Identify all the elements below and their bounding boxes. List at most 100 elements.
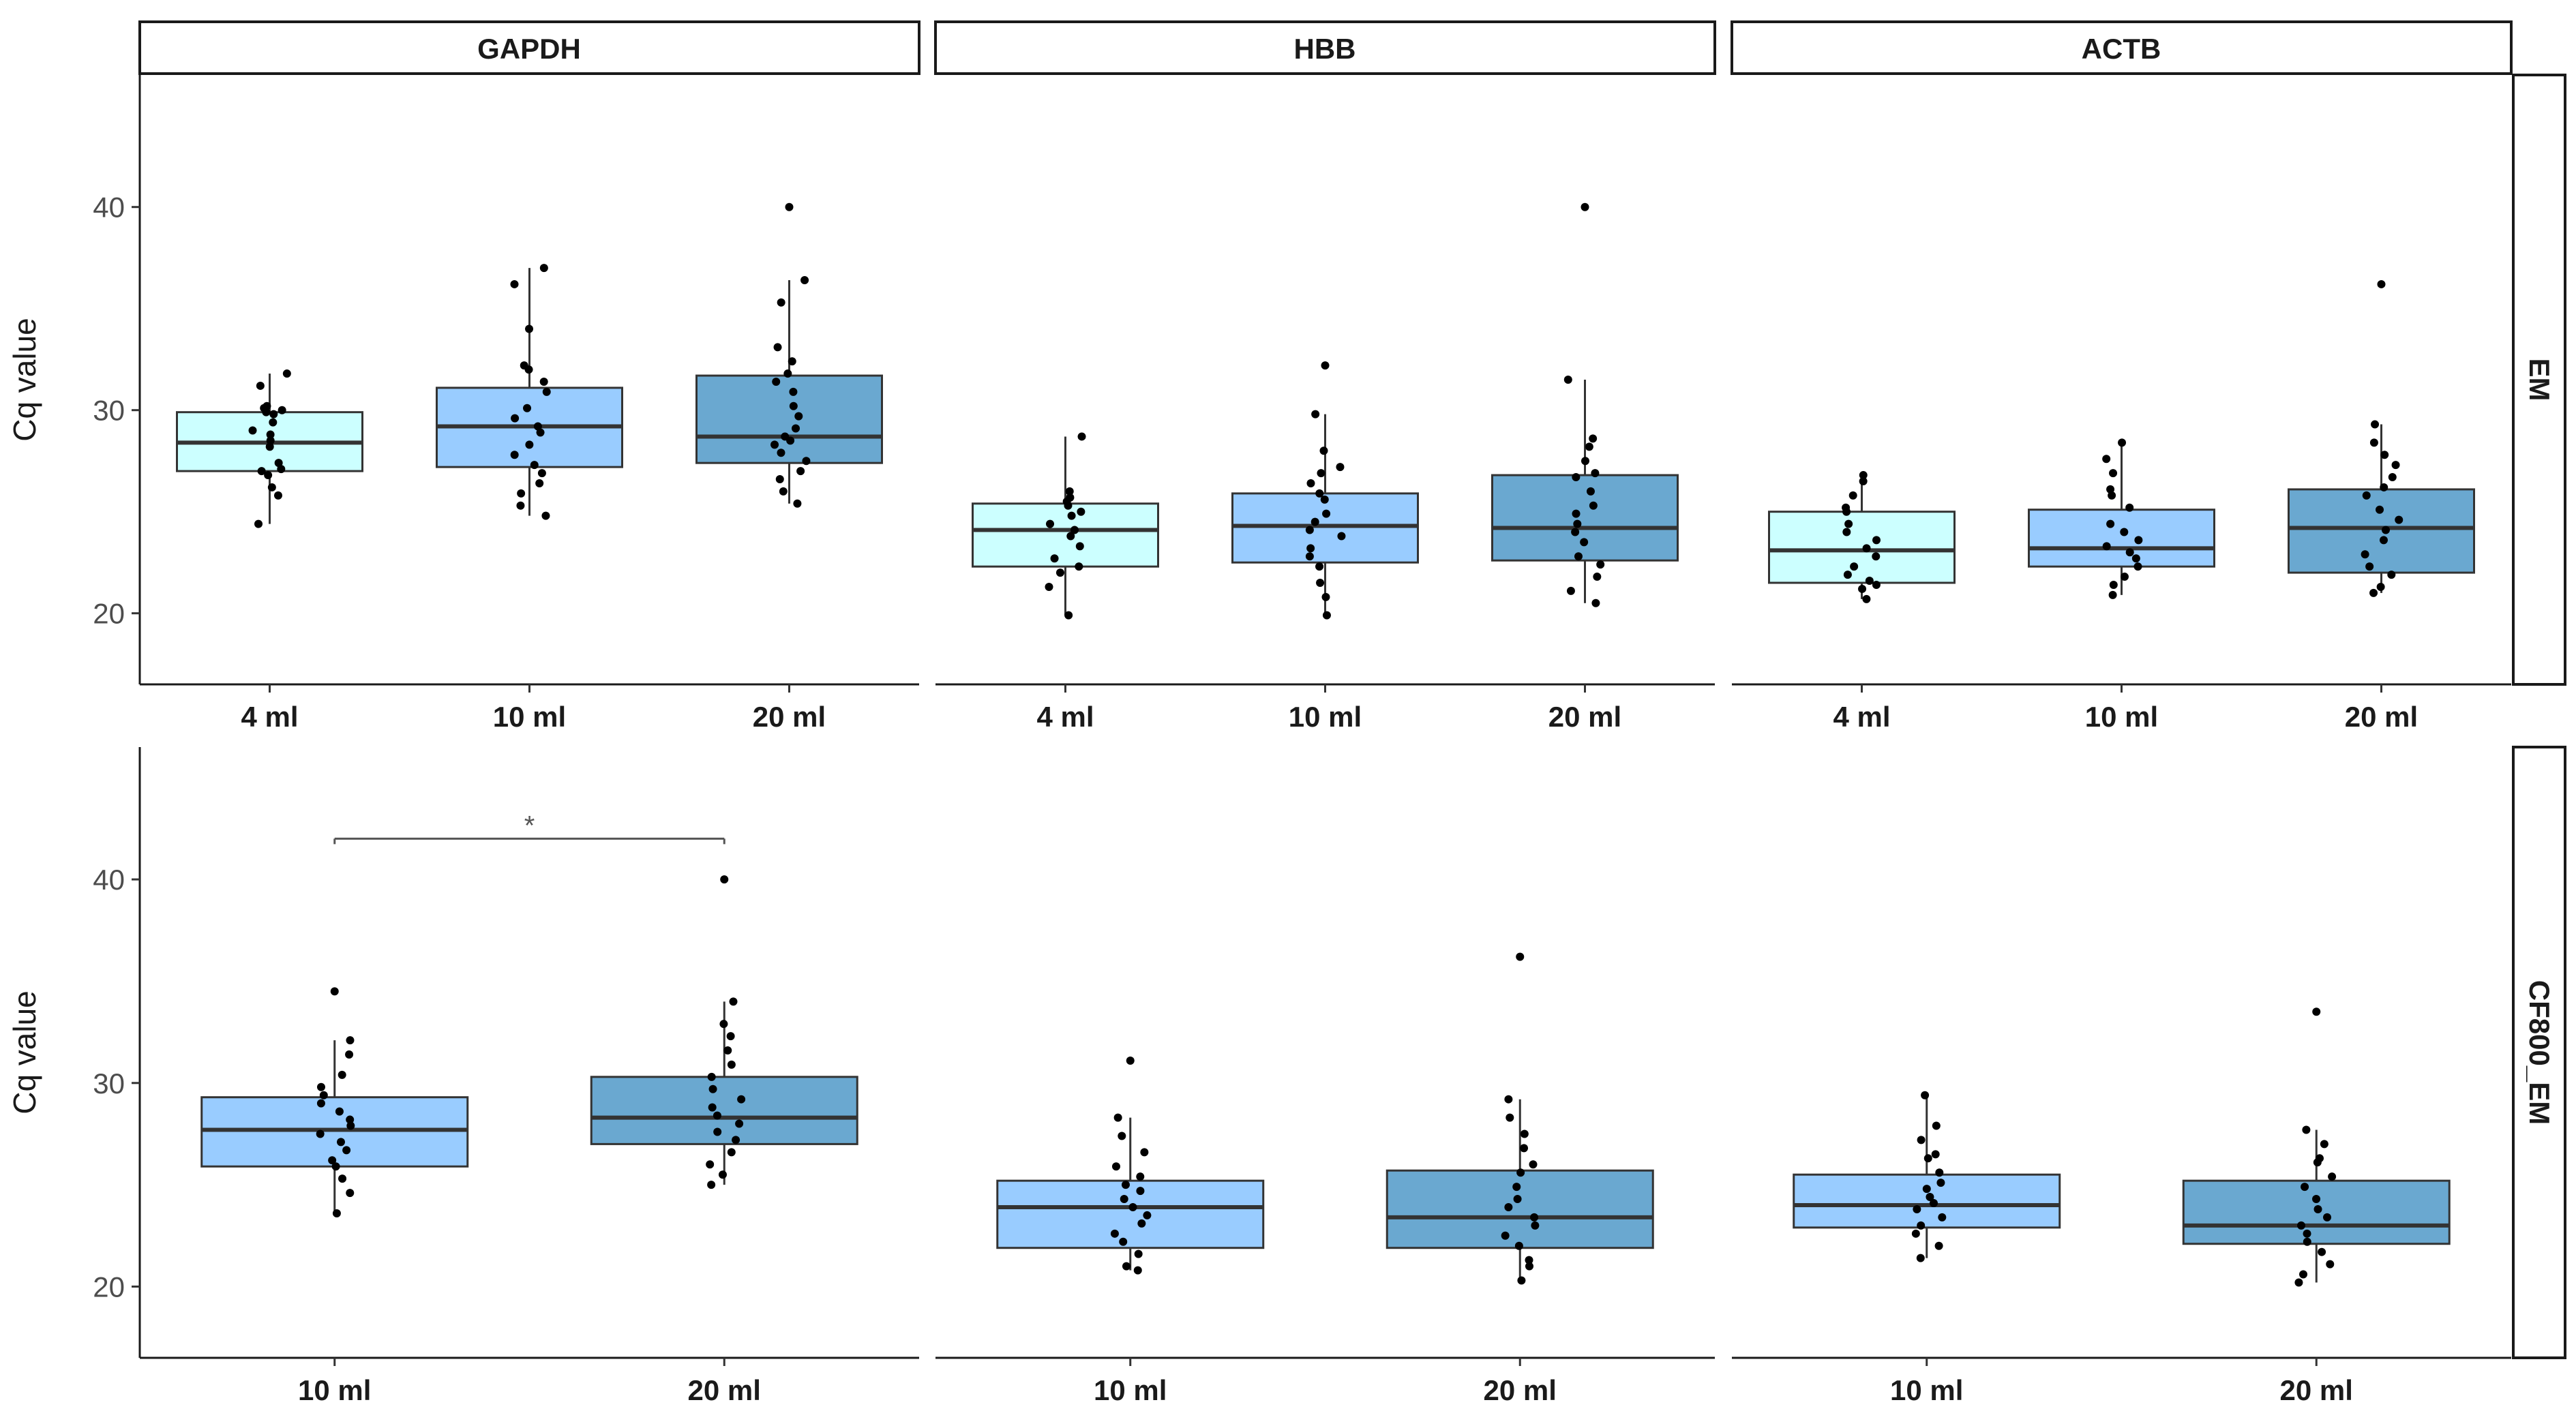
panel-em-actb-10-ml-point — [2120, 573, 2129, 581]
panel-em-hbb-4-ml-point — [1050, 554, 1059, 563]
panel-em-actb-20-ml-point — [2387, 571, 2396, 579]
panel-em-gapdh-20-ml-point — [781, 432, 790, 441]
panel-em-gapdh-20-ml-point — [802, 457, 811, 466]
panel-em-hbb-20-ml-point — [1589, 434, 1598, 443]
panel-cf800-em-hbb-20-ml-point — [1530, 1213, 1539, 1222]
panel-em-actb-10-ml-point — [2125, 503, 2134, 512]
panel-em-actb-4-ml-point — [1858, 584, 1867, 593]
panel-em-hbb: 4 ml 10 ml 20 ml — [935, 202, 1715, 733]
panel-em-gapdh: 20 30 40 4 ml 10 ml 20 ml — [93, 75, 919, 733]
panel-em-gapdh-4-ml-point — [266, 430, 275, 439]
panel-cf800-em-actb-10-ml-point — [1913, 1204, 1921, 1213]
panel-cf800-em-actb-10-ml-point — [1921, 1091, 1930, 1099]
panel-em-gapdh-20-ml-point — [800, 275, 809, 284]
panel-em-actb-20-ml-point — [2376, 505, 2384, 514]
panel-cf800-em-gapdh-10-ml-point — [346, 1115, 355, 1124]
panel-em-hbb-20-ml-point — [1591, 598, 1600, 607]
panel-cf800-em-gapdh-10-ml-point — [328, 1156, 337, 1165]
panel-cf800-em-hbb-10-ml-point — [1137, 1219, 1146, 1228]
panel-em-hbb-10-ml-point — [1322, 611, 1331, 620]
panel-cf800-em-gapdh-20-ml-point — [729, 997, 738, 1006]
panel-cf800-em-gapdh-10-ml-point — [338, 1174, 347, 1183]
panel-cf800-em-actb-20-ml-point — [2302, 1125, 2311, 1134]
panel-cf800-em-gapdh-20-ml-point — [713, 1127, 722, 1136]
panel-em-gapdh-10-ml-point — [510, 451, 519, 459]
panel-cf800-em-hbb-10-ml-point — [1134, 1249, 1143, 1258]
panel-em-gapdh-10-ml-x-label: 10 ml — [493, 701, 566, 733]
panel-cf800-em-actb-10-ml-point — [1936, 1179, 1945, 1187]
panel-cf800-em-actb-10-ml-box — [1793, 1173, 2061, 1229]
panel-em-hbb-4-ml-x-label: 4 ml — [1036, 701, 1094, 733]
panel-cf800-em-actb-20-ml-point — [2326, 1260, 2335, 1269]
panel-cf800-em-gapdh-10-ml-point — [336, 1138, 345, 1147]
panel-cf800-em-actb-10-ml-point — [1917, 1136, 1926, 1144]
panel-cf800-em-gapdh-significance-label: * — [524, 810, 535, 840]
panel-cf800-em-hbb-20-ml-point — [1504, 1202, 1513, 1211]
panel-cf800-em-actb-20-ml-point — [2328, 1172, 2337, 1181]
panel-cf800-em-actb-20-ml-point — [2318, 1247, 2326, 1256]
panel-cf800-em-hbb-10-ml-x-label: 10 ml — [1094, 1374, 1167, 1406]
panel-em-actb-10-ml-point — [2106, 519, 2115, 528]
panel-em-hbb-10-ml-x-label: 10 ml — [1289, 701, 1362, 733]
panel-em-actb-20-ml-point — [2365, 562, 2374, 571]
panel-cf800-em-actb-20-ml-point — [2313, 1204, 2322, 1213]
panel-cf800-em-gapdh-10-ml-point — [331, 1162, 340, 1171]
panel-em-actb-10-ml-point — [2106, 485, 2115, 494]
panel-em-actb-10-ml-box — [2028, 509, 2215, 568]
y-tick-label-40: 40 — [93, 192, 125, 224]
panel-cf800-em-gapdh-10-ml-x-label: 10 ml — [298, 1374, 371, 1406]
panel-em-hbb-4-ml-point — [1077, 507, 1085, 516]
panel-cf800-em-gapdh-10-ml-point — [346, 1036, 355, 1045]
panel-cf800-em-hbb-20-ml-point — [1516, 1168, 1525, 1177]
panel-em-gapdh-20-ml-point — [777, 449, 785, 457]
y-tick-label-30: 30 — [93, 1067, 125, 1099]
panel-cf800-em-hbb-10-ml-point — [1133, 1266, 1142, 1275]
panel-em-actb-10-ml-point — [2102, 542, 2111, 551]
panel-cf800-em-gapdh-20-ml-point — [707, 1072, 716, 1081]
panel-cf800-em-gapdh-20-ml-point — [713, 1111, 721, 1120]
panel-em-gapdh-4-ml-point — [269, 410, 278, 419]
panel-cf800-em-gapdh-20-ml-point — [706, 1160, 715, 1169]
panel-em-actb-10-ml-point — [2102, 455, 2111, 464]
panel-cf800-em-hbb-10-ml-point — [1136, 1172, 1145, 1181]
panel-cf800-em-hbb-20-ml-outlier — [1516, 952, 1525, 961]
panel-cf800-em-actb: 10 ml 20 ml — [1732, 1007, 2511, 1406]
panel-cf800-em-actb-10-ml-point — [1931, 1150, 1940, 1159]
panel-em-hbb-10-ml-point — [1336, 463, 1345, 472]
panel-em-actb-10-ml-point — [2109, 469, 2118, 478]
panel-em-hbb-20-ml-point — [1563, 376, 1572, 384]
panel-em-hbb-10-ml-point — [1306, 479, 1315, 487]
column-strip-gapdh: GAPDH — [138, 20, 920, 75]
panel-em-hbb-10-ml-point — [1305, 526, 1314, 534]
panel-em-actb-4-ml-box — [1768, 511, 1956, 584]
panel-em-hbb-20-ml-point — [1573, 519, 1582, 528]
panel-em-actb: 4 ml 10 ml 20 ml — [1732, 279, 2511, 733]
panel-cf800-em-gapdh-10-ml-point — [316, 1129, 325, 1138]
y-tick-label-40: 40 — [93, 864, 125, 896]
panel-em-hbb-10-ml-point — [1320, 495, 1329, 504]
panel-cf800-em-actb-10-ml-point — [1917, 1221, 1926, 1230]
panel-em-actb-4-ml-point — [1862, 594, 1871, 603]
panel-em-actb-20-ml-x-label: 20 ml — [2345, 701, 2418, 733]
panel-em-hbb-4-ml-point — [1070, 526, 1079, 534]
panel-cf800-em-actb-10-ml-point — [1922, 1185, 1931, 1194]
panel-em-actb-20-ml-point — [2380, 483, 2388, 491]
panel-em-hbb-10-ml-point — [1315, 562, 1324, 571]
panel-cf800-em-actb-20-ml-outlier — [2312, 1007, 2321, 1016]
panel-em-hbb-20-ml-point — [1580, 538, 1589, 547]
y-axis-title-top: Cq value — [7, 318, 42, 442]
panel-em-actb-4-ml-point — [1872, 580, 1881, 589]
panel-em-actb-4-ml-x-label: 4 ml — [1833, 701, 1890, 733]
panel-em-actb-20-ml-point — [2379, 536, 2388, 545]
panel-em-gapdh-20-ml-x-label: 20 ml — [753, 701, 826, 733]
panel-em-gapdh-10-ml-point — [510, 279, 519, 288]
panel-em-hbb-10-ml-point — [1321, 592, 1330, 601]
panel-em-hbb-20-ml-outlier — [1581, 202, 1589, 211]
panel-em-gapdh-20-ml-point — [789, 387, 798, 396]
panel-em-hbb-10-ml-point — [1316, 579, 1325, 587]
panel-em-actb-20-ml-point — [2371, 420, 2380, 429]
panel-em-gapdh-10-ml-point — [535, 479, 544, 487]
panel-cf800-em-actb-20-ml-point — [2303, 1229, 2311, 1238]
panel-em-hbb-10-ml-point — [1322, 509, 1331, 518]
